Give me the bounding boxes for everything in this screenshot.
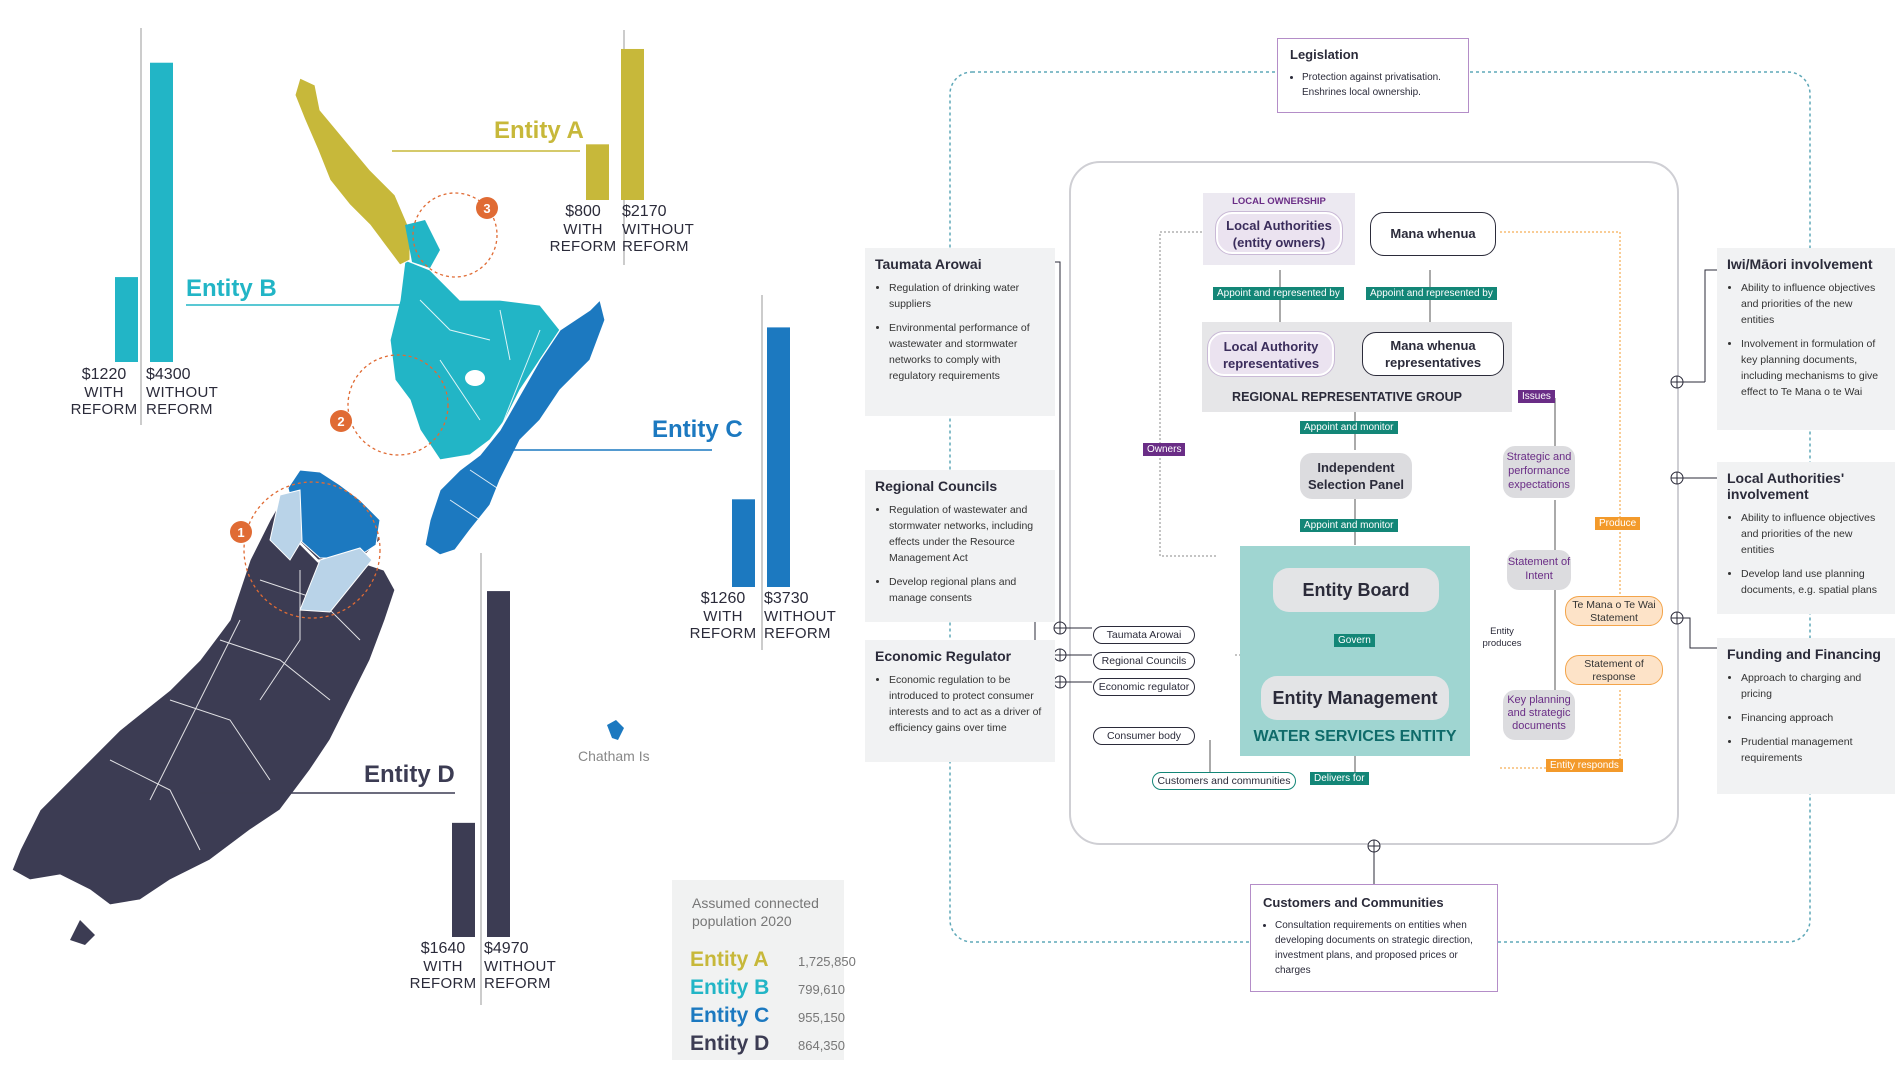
entity-c-with-amount: $1260 WITH REFORM [689, 590, 757, 642]
panel-item: Develop regional plans and manage consen… [889, 574, 1045, 606]
panel-title: Local Authorities' involvement [1727, 470, 1845, 502]
panel-title: Funding and Financing [1727, 646, 1881, 662]
appoint-monitor-tag-2: Appoint and monitor [1300, 519, 1398, 532]
entity-a-with-amount: $800 WITH REFORM [549, 203, 617, 255]
bar-entity-a-with-reform [586, 144, 609, 200]
legislation-item: Enshrines local ownership. [1302, 87, 1421, 98]
entity-b-without-amount: $4300 WITHOUT REFORM [146, 366, 219, 418]
appoint-represented-tag-2: Appoint and represented by [1366, 287, 1497, 300]
rrg-label: REGIONAL REPRESENTATIVE GROUP [1232, 390, 1462, 404]
govern-tag: Govern [1334, 634, 1375, 647]
appoint-represented-tag-1: Appoint and represented by [1213, 287, 1344, 300]
regional-councils-panel: Regional Councils Regulation of wastewat… [865, 470, 1055, 622]
panel-title: Customers and Communities [1263, 895, 1444, 910]
te-mana-o-te-wai-node: Te Mana o Te Wai Statement [1565, 596, 1663, 626]
panel-item: Consultation requirements on entities wh… [1275, 918, 1485, 978]
inner-pill-economic: Economic regulator [1093, 678, 1195, 696]
panel-item: Prudential management requirements [1741, 734, 1887, 766]
bar-entity-b-with-reform [115, 277, 138, 362]
panel-item: Regulation of wastewater and stormwater … [889, 502, 1045, 566]
panel-item: Regulation of drinking water suppliers [889, 280, 1045, 312]
marker-1: 1 [237, 525, 244, 540]
inner-pill-regional: Regional Councils [1093, 652, 1195, 670]
issues-tag: Issues [1518, 390, 1555, 403]
entity-a-without-amount: $2170 WITHOUT REFORM [622, 203, 695, 255]
statement-of-intent-node: Statement of Intent [1507, 550, 1571, 590]
entity-a-region [294, 77, 411, 266]
light-region [269, 489, 303, 561]
delivers-for-tag: Delivers for [1310, 772, 1369, 785]
panel-item: Ability to influence objectives and prio… [1741, 280, 1887, 328]
entity-management-node: Entity Management [1261, 676, 1449, 720]
local-authorities-node: Local Authorities (entity owners) [1215, 211, 1343, 255]
appoint-monitor-tag-1: Appoint and monitor [1300, 421, 1398, 434]
legend-row-b: Entity B 799,610 [690, 976, 845, 999]
entity-d-without-amount: $4970 WITHOUT REFORM [484, 940, 557, 992]
entity-b-label: Entity B [186, 275, 277, 302]
entity-c-north-region [424, 298, 606, 556]
panel-item: Economic regulation to be introduced to … [889, 672, 1045, 736]
mw-representatives-node: Mana whenua representatives [1362, 332, 1504, 376]
legend-row-d: Entity D 864,350 [690, 1032, 845, 1055]
panel-item: Ability to influence objectives and prio… [1741, 510, 1887, 558]
la-representatives-node: Local Authority representatives [1207, 331, 1335, 377]
key-planning-node: Key planning and strategic documents [1503, 690, 1575, 740]
customers-communities-panel: Customers and Communities Consultation r… [1250, 884, 1498, 992]
entity-b-region [389, 259, 561, 461]
panel-title: Taumata Arowai [875, 256, 982, 272]
entity-a-label: Entity A [494, 117, 584, 144]
bar-entity-a-without-reform [621, 48, 644, 200]
entity-d-with-amount: $1640 WITH REFORM [409, 940, 477, 992]
funding-financing-panel: Funding and Financing Approach to chargi… [1717, 638, 1895, 794]
marker-2: 2 [337, 414, 344, 429]
local-ownership-label: LOCAL OWNERSHIP [1232, 196, 1326, 207]
legislation-panel: Legislation Protection against privatisa… [1277, 38, 1469, 113]
entity-b-with-amount: $1220 WITH REFORM [70, 366, 138, 418]
water-services-entity-label: WATER SERVICES ENTITY [1253, 728, 1457, 745]
legend-row-c: Entity C 955,150 [690, 1004, 845, 1027]
owners-tag: Owners [1143, 443, 1186, 456]
legend-title: Assumed connected population 2020 [692, 895, 819, 929]
population-legend: Assumed connected population 2020 Entity… [672, 880, 856, 1060]
entity-produces-label: Entity produces [1482, 626, 1522, 649]
legislation-title: Legislation [1290, 47, 1359, 62]
bar-entity-c-with-reform [732, 499, 755, 587]
iwi-maori-panel: Iwi/Māori involvement Ability to influen… [1717, 248, 1895, 430]
consumer-body-pill: Consumer body [1093, 727, 1195, 745]
produce-tag: Produce [1595, 517, 1641, 530]
panel-item: Involvement in formulation of key planni… [1741, 336, 1887, 400]
panel-title: Iwi/Māori involvement [1727, 256, 1873, 272]
mana-whenua-node: Mana whenua [1370, 212, 1496, 256]
entity-board-node: Entity Board [1273, 568, 1439, 612]
statement-of-response-node: Statement of response [1565, 655, 1663, 685]
customers-communities-pill: Customers and communities [1152, 772, 1296, 790]
bar-entity-b-without-reform [150, 62, 173, 362]
bar-entity-d-with-reform [452, 822, 475, 937]
chatham-island [607, 720, 624, 740]
legend-row-a: Entity A 1,725,850 [690, 948, 856, 971]
entity-responds-tag: Entity responds [1546, 759, 1623, 772]
local-authorities-panel: Local Authorities' involvement Ability t… [1717, 462, 1895, 614]
entity-c-south-region [287, 469, 381, 559]
entity-c-label: Entity C [652, 416, 743, 443]
taumata-arowai-panel: Taumata Arowai Regulation of drinking wa… [865, 248, 1055, 416]
panel-item: Financing approach [1741, 710, 1887, 726]
strategic-performance-node: Strategic and performance expectations [1503, 446, 1575, 498]
entity-d-label: Entity D [364, 761, 455, 788]
marker-3: 3 [483, 201, 490, 216]
bar-entity-c-without-reform [767, 327, 790, 587]
independent-selection-panel: Independent Selection Panel [1300, 453, 1412, 499]
economic-regulator-panel: Economic Regulator Economic regulation t… [865, 640, 1055, 762]
chatham-label: Chatham Is [578, 748, 650, 764]
legislation-item: Protection against privatisation. [1302, 70, 1456, 85]
panel-item: Approach to charging and pricing [1741, 670, 1887, 702]
panel-title: Regional Councils [875, 478, 998, 494]
inner-pill-taumata: Taumata Arowai [1093, 626, 1195, 644]
bar-entity-d-without-reform [487, 591, 510, 937]
entity-c-without-amount: $3730 WITHOUT REFORM [764, 590, 837, 642]
panel-item: Develop land use planning documents, e.g… [1741, 566, 1887, 598]
panel-title: Economic Regulator [875, 648, 1012, 664]
panel-item: Environmental performance of wastewater … [889, 320, 1045, 384]
nz-map: 3 2 1 [11, 28, 790, 1005]
